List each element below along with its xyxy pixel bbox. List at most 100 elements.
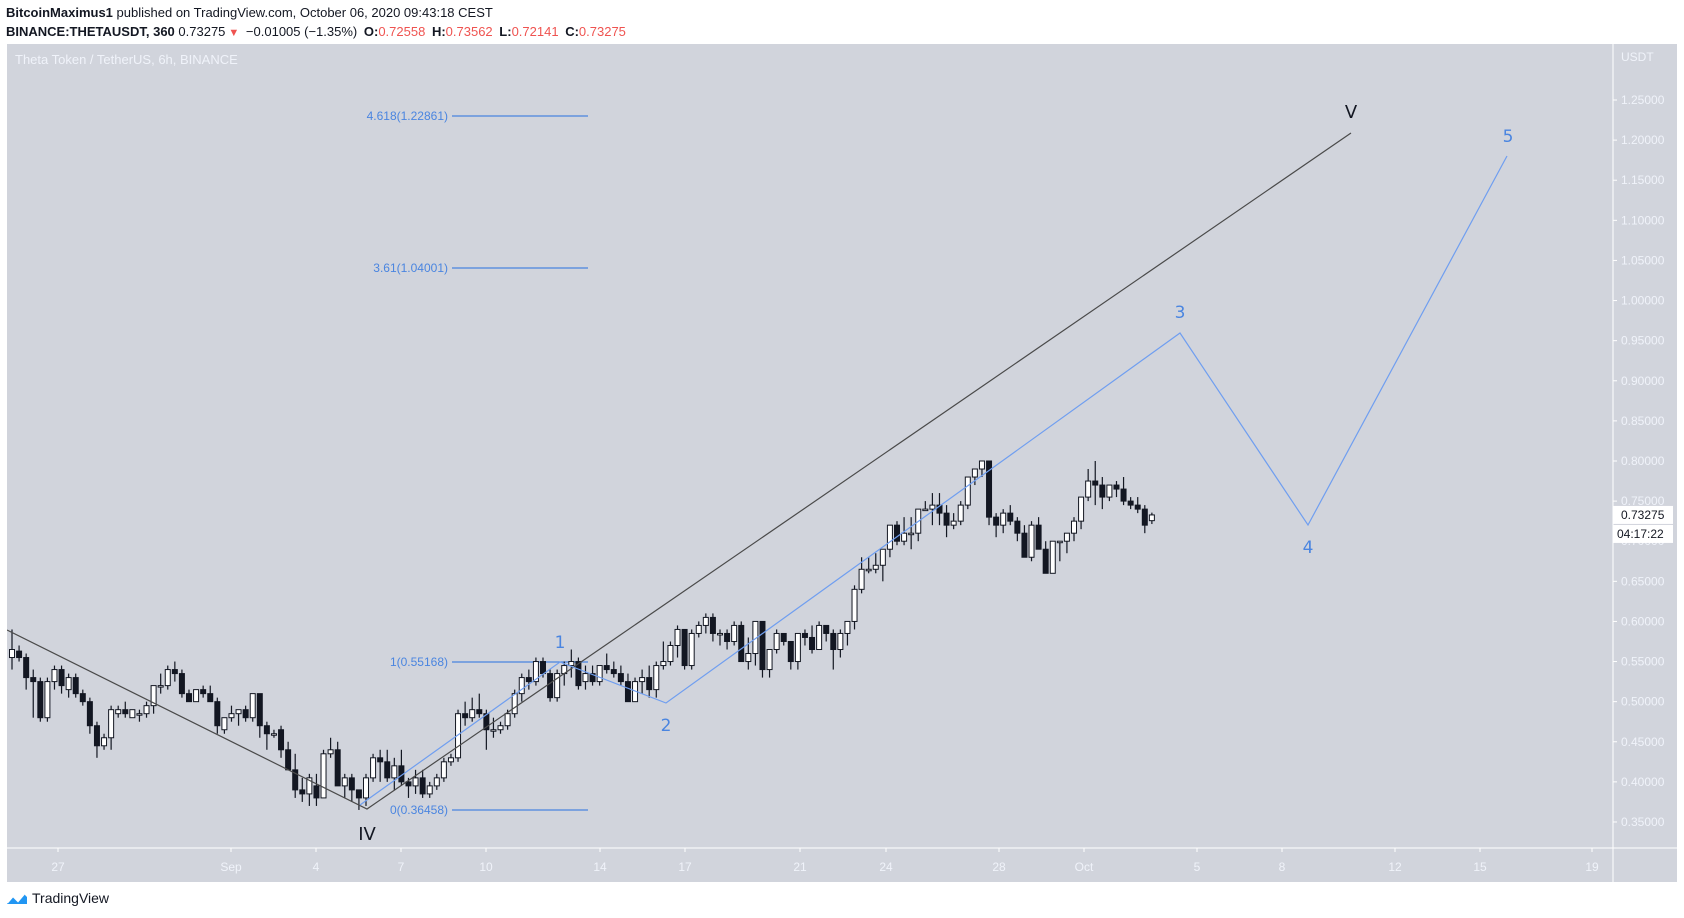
candle-down: [171, 669, 178, 675]
candle-down: [1113, 484, 1120, 490]
candle-down: [809, 636, 816, 651]
candle-down: [72, 677, 79, 695]
price-tick-label: 0.85000: [1621, 414, 1665, 428]
candle-up: [950, 520, 957, 526]
candle-down: [547, 673, 554, 699]
candle-up: [115, 709, 122, 715]
candle-up: [1085, 480, 1092, 498]
candle-down: [377, 757, 384, 763]
candle-up: [695, 624, 702, 634]
time-tick-label: 4: [313, 860, 320, 874]
candle-down: [724, 632, 731, 642]
time-tick-label: 5: [1194, 860, 1201, 874]
time-tick-label: 19: [1585, 860, 1599, 874]
last-price: 0.73275: [178, 24, 226, 39]
candle-down: [285, 749, 292, 771]
candle-up: [978, 460, 985, 470]
candle-up: [497, 725, 504, 731]
candle-down: [483, 713, 490, 731]
time-tick-label: 14: [593, 860, 607, 874]
candle-up: [717, 632, 723, 636]
countdown-badge: [1613, 524, 1673, 543]
candle-down: [1042, 548, 1049, 574]
candle-up: [1000, 512, 1007, 526]
price-change: −0.01005 (−1.35%): [245, 24, 358, 39]
candle-down: [278, 729, 285, 751]
candle-up: [143, 705, 150, 715]
candle-down: [384, 761, 391, 779]
fib-level-label: 3.61(1.04001): [373, 261, 448, 275]
candle-down: [419, 777, 426, 795]
candle-down: [79, 693, 86, 703]
candle-down: [624, 681, 631, 703]
publish-header: BitcoinMaximus1 published on TradingView…: [6, 3, 629, 43]
author-name[interactable]: BitcoinMaximus1: [6, 5, 113, 20]
candle-down: [1120, 488, 1127, 502]
wave-label-3: 3: [1175, 303, 1186, 323]
time-tick-label: 28: [992, 860, 1006, 874]
candle-down: [348, 777, 355, 791]
candle-up: [1148, 514, 1155, 522]
elliott-major-wave-line[interactable]: [7, 132, 1352, 810]
time-tick-label: 27: [51, 860, 65, 874]
candle-up: [1078, 496, 1085, 522]
last-price-badge: [1613, 505, 1673, 524]
candle-up: [221, 717, 228, 731]
candle-up: [129, 709, 136, 719]
close-value: 0.73275: [578, 24, 626, 39]
candle-up: [511, 693, 518, 715]
candle-up: [908, 532, 915, 536]
candle-up: [865, 568, 872, 572]
candle-up: [164, 669, 171, 687]
candle-up: [971, 468, 978, 478]
candle-up: [766, 649, 773, 671]
candle-up: [157, 685, 164, 688]
candle-up: [688, 632, 695, 667]
fib-level-label: 4.618(1.22861): [367, 109, 448, 123]
publish-info: published on TradingView.com, October 06…: [116, 5, 493, 20]
candle-down: [738, 624, 745, 663]
candle-down: [462, 713, 469, 719]
candle-up: [433, 777, 440, 787]
candle-down: [299, 789, 306, 795]
candle-down: [207, 693, 214, 703]
candle-down: [610, 669, 617, 675]
candle-up: [957, 504, 964, 522]
tradingview-logo[interactable]: TradingView: [6, 890, 109, 906]
time-tick-label: Oct: [1075, 860, 1094, 874]
candle-up: [518, 677, 525, 695]
price-tick-label: 1.25000: [1621, 93, 1665, 107]
candle-up: [837, 632, 844, 651]
price-tick-label: 0.55000: [1621, 655, 1665, 669]
candle-down: [1141, 508, 1148, 526]
candle-up: [447, 757, 454, 763]
price-tick-label: 0.60000: [1621, 614, 1665, 628]
candle-up: [886, 524, 893, 550]
candle-down: [242, 709, 249, 719]
candle-down: [894, 524, 900, 542]
candle-down: [823, 624, 830, 634]
candle-up: [440, 761, 447, 779]
candle-up: [554, 673, 561, 699]
candle-up: [341, 777, 348, 787]
elliott-minor-wave-line[interactable]: [359, 155, 1508, 806]
down-arrow-icon: ▼: [228, 27, 240, 39]
wave-label-iv: IV: [358, 824, 376, 845]
time-tick-label: 15: [1473, 860, 1487, 874]
chart-area[interactable]: USDT 1.25000 1.20000 1.15000 1.10000 1.05000 1…: [7, 44, 1677, 882]
candle-up: [639, 677, 646, 683]
candle-up: [582, 673, 589, 683]
candle-down: [830, 632, 837, 651]
candle-down: [263, 725, 270, 735]
time-tick-label: 17: [678, 860, 692, 874]
close-label: C:: [565, 24, 579, 39]
candle-down: [1021, 532, 1028, 558]
price-chart[interactable]: USDT 1.25000 1.20000 1.15000 1.10000 1.05000 1…: [7, 44, 1677, 882]
candle-up: [455, 713, 462, 759]
candle-down: [186, 693, 192, 703]
candle-down: [759, 620, 766, 671]
candle-down: [525, 677, 532, 683]
wave-label-2: 2: [661, 716, 672, 736]
candle-up: [249, 693, 256, 719]
candle-up: [596, 665, 603, 683]
